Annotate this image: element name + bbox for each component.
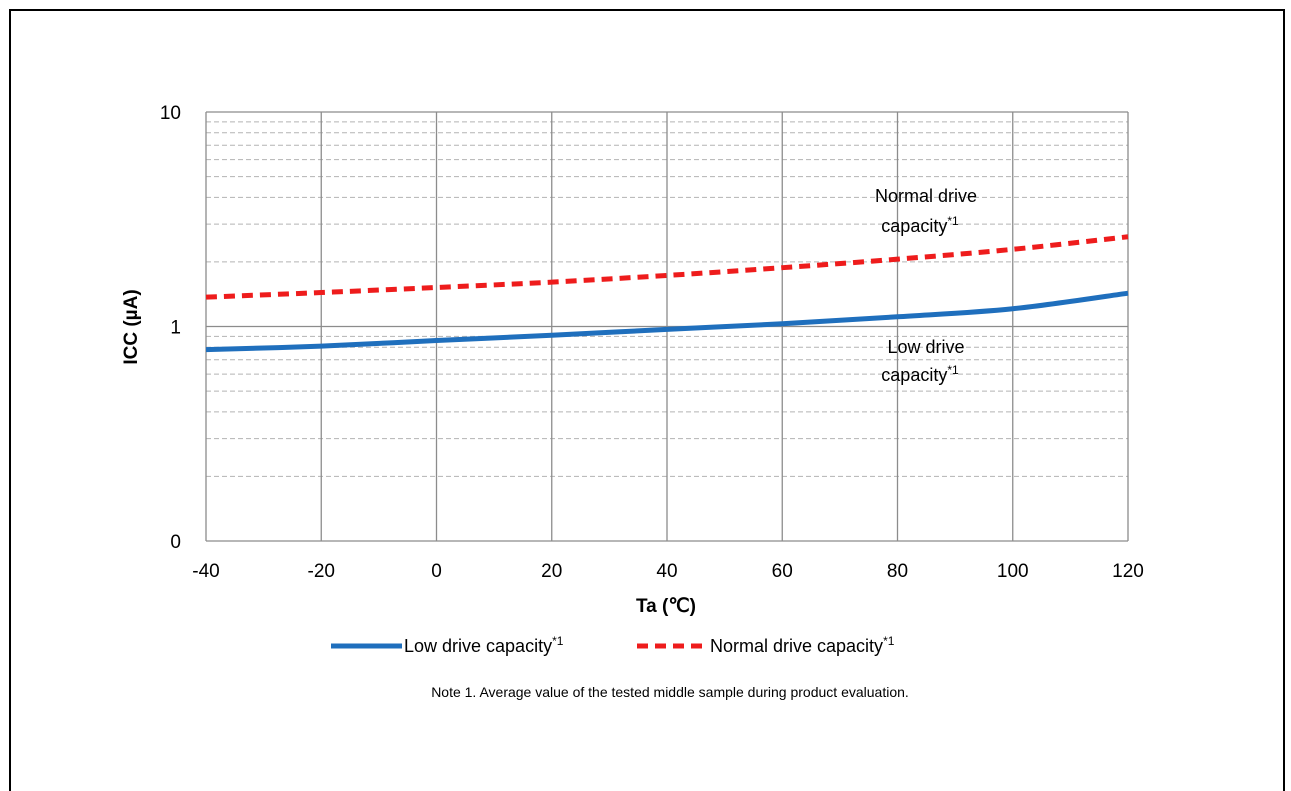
annotation-low-line1: Low drive (887, 337, 964, 357)
annotation-low-line2-text: capacity (881, 365, 947, 385)
footnote: Note 1. Average value of the tested midd… (431, 684, 909, 700)
legend-sup-normal-drive: *1 (883, 634, 895, 648)
annotation-normal-line1: Normal drive (875, 186, 977, 206)
x-tick-label: 80 (887, 561, 908, 582)
x-tick-label: 100 (997, 561, 1029, 582)
x-tick-label: 120 (1112, 561, 1144, 582)
legend-label-normal-drive: Normal drive capacity*1 (710, 634, 895, 656)
y-axis-title: ICC (µA) (121, 289, 142, 364)
x-tick-label: 60 (772, 561, 793, 582)
x-axis-title: Ta (℃) (636, 596, 696, 617)
annotation-normal-line2-text: capacity (881, 216, 947, 236)
legend: Low drive capacity*1 Normal drive capaci… (331, 634, 895, 656)
x-tick-label: 20 (541, 561, 562, 582)
annotation-normal-line2: capacity*1 (881, 214, 959, 236)
legend-label-normal-drive-text: Normal drive capacity (710, 636, 883, 656)
x-tick-label: 0 (431, 561, 442, 582)
annotation-normal-sup: *1 (947, 214, 959, 228)
y-tick-label: 1 (170, 318, 181, 339)
x-tick-label: -40 (192, 561, 219, 582)
grid (206, 112, 1128, 541)
legend-label-low-drive-text: Low drive capacity (404, 636, 552, 656)
y-tick-label: 0 (170, 532, 181, 553)
annotation-low-sup: *1 (947, 363, 959, 377)
legend-sup-low-drive: *1 (552, 634, 564, 648)
x-tick-label: 40 (656, 561, 677, 582)
x-tick-label: -20 (308, 561, 335, 582)
annotation-low-line2: capacity*1 (881, 363, 959, 385)
y-tick-label: 10 (160, 103, 181, 124)
legend-label-low-drive: Low drive capacity*1 (404, 634, 564, 656)
